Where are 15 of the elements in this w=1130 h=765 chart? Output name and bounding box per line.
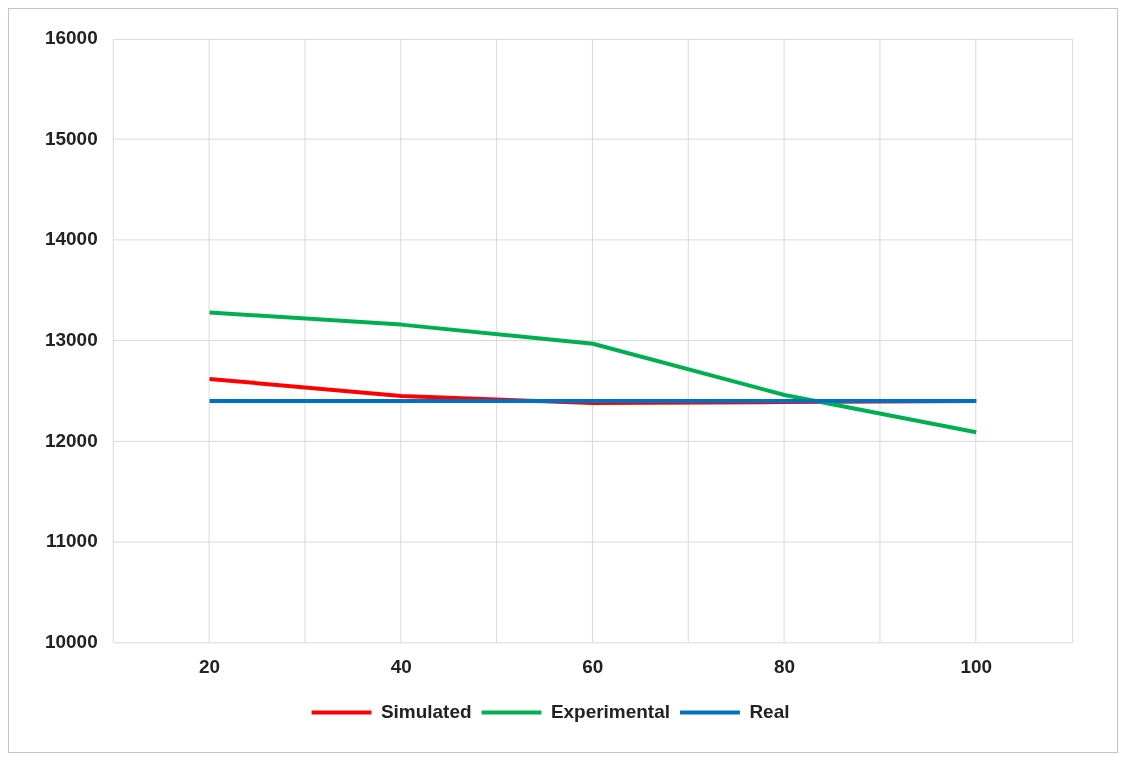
legend-label: Simulated [380, 700, 472, 722]
legend-label: Experimental [550, 700, 670, 722]
y-tick-label: 12000 [44, 429, 98, 451]
y-tick-label: 15000 [44, 127, 98, 149]
x-tick-label: 40 [390, 656, 412, 678]
y-tick-label: 16000 [44, 27, 98, 49]
x-tick-label: 100 [960, 656, 993, 678]
x-tick-label: 80 [774, 656, 796, 678]
y-tick-label: 13000 [44, 328, 98, 350]
x-tick-label: 60 [582, 656, 604, 678]
x-tick-label: 20 [198, 656, 221, 678]
legend-label: Real [749, 700, 790, 722]
y-tick-label: 10000 [44, 630, 98, 652]
y-tick-label: 14000 [44, 228, 98, 250]
y-tick-label: 11000 [46, 530, 98, 552]
